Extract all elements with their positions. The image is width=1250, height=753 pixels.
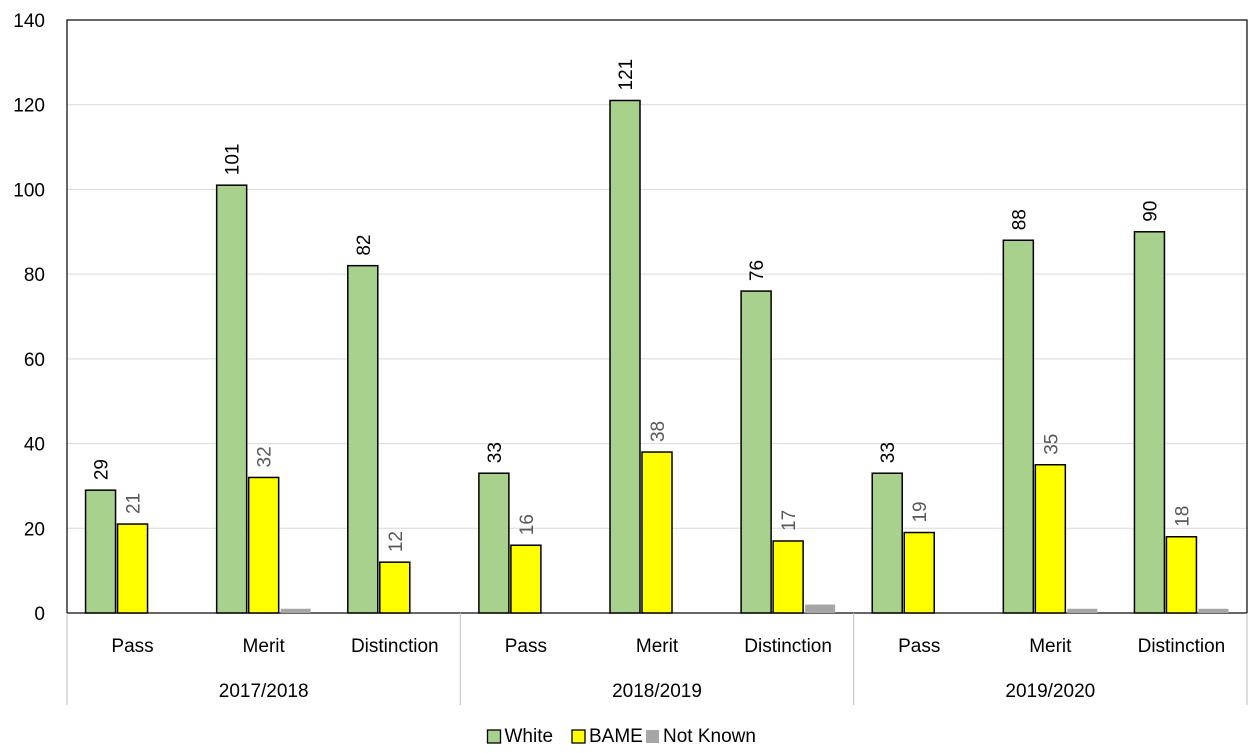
legend-label: Not Known <box>663 726 756 747</box>
y-tick-label: 80 <box>24 265 45 286</box>
bar-bame <box>1165 536 1198 614</box>
bar-white <box>871 472 903 614</box>
bar-bame <box>510 544 542 614</box>
bars <box>84 99 1229 614</box>
category-label: Merit <box>1029 636 1072 657</box>
legend-swatch <box>571 729 586 744</box>
data-label: 33 <box>878 442 899 463</box>
y-tick-label: 40 <box>24 435 45 456</box>
y-tick-label: 100 <box>13 180 45 201</box>
data-label: 82 <box>354 235 375 256</box>
data-labels: 29 101 82 33 121 76 33 88 90 21 32 12 16 38 17 19 35 18 <box>92 59 1194 552</box>
bar-bame <box>247 476 280 614</box>
data-label: 90 <box>1140 201 1161 222</box>
bar-white <box>84 489 117 614</box>
data-label: 19 <box>910 501 931 522</box>
legend-label: BAME <box>589 726 643 747</box>
bar-bame <box>116 523 149 614</box>
legend: White BAME Not Known <box>486 726 756 747</box>
bar-bame <box>379 561 411 614</box>
data-label: 18 <box>1172 506 1193 527</box>
y-tick-label: 120 <box>13 96 45 117</box>
data-label: 16 <box>517 514 538 535</box>
data-label: 121 <box>616 59 637 91</box>
data-label: 76 <box>747 260 768 281</box>
group-label: 2017/2018 <box>219 681 309 702</box>
gridlines <box>66 19 1248 614</box>
data-label: 21 <box>124 493 145 514</box>
bar-white <box>347 264 379 614</box>
y-axis: 0 20 40 60 80 100 120 140 <box>13 11 45 625</box>
bar-white <box>1002 239 1035 614</box>
data-label: 101 <box>223 143 244 175</box>
bar-white <box>1133 231 1166 614</box>
x-axis: Pass Merit Distinction Pass Merit Distinction… <box>66 613 1248 705</box>
category-label: Merit <box>243 636 286 657</box>
category-label: Pass <box>111 636 153 657</box>
data-label: 88 <box>1009 209 1030 230</box>
bar-not-known <box>280 608 311 613</box>
bar-not-known <box>1067 608 1098 613</box>
bar-white <box>740 290 772 614</box>
bar-not-known <box>805 604 836 613</box>
y-tick-label: 60 <box>24 350 45 371</box>
data-label: 29 <box>92 459 113 480</box>
bar-not-known <box>1198 608 1229 613</box>
legend-swatch <box>646 730 659 743</box>
y-tick-label: 0 <box>34 604 45 625</box>
data-label: 33 <box>485 442 506 463</box>
data-label: 38 <box>648 421 669 442</box>
group-label: 2018/2019 <box>612 681 702 702</box>
bar-bame <box>1034 464 1067 614</box>
bar-white <box>478 472 510 614</box>
category-label: Distinction <box>351 636 439 657</box>
category-label: Pass <box>898 636 940 657</box>
y-tick-label: 20 <box>24 519 45 540</box>
category-label: Merit <box>636 636 679 657</box>
data-label: 32 <box>255 446 276 467</box>
category-label: Distinction <box>1138 636 1226 657</box>
group-label: 2019/2020 <box>1005 681 1095 702</box>
y-tick-label: 140 <box>13 11 45 32</box>
legend-label: White <box>505 726 554 747</box>
bar-white <box>215 184 248 614</box>
bar-bame <box>641 451 673 614</box>
data-label: 35 <box>1041 434 1062 455</box>
bar-white <box>609 99 641 614</box>
data-label: 12 <box>386 531 407 552</box>
legend-swatch <box>486 729 502 744</box>
bar-bame <box>772 540 804 614</box>
category-label: Distinction <box>744 636 832 657</box>
category-label: Pass <box>505 636 547 657</box>
data-label: 17 <box>779 510 800 531</box>
bar-bame <box>903 531 935 614</box>
